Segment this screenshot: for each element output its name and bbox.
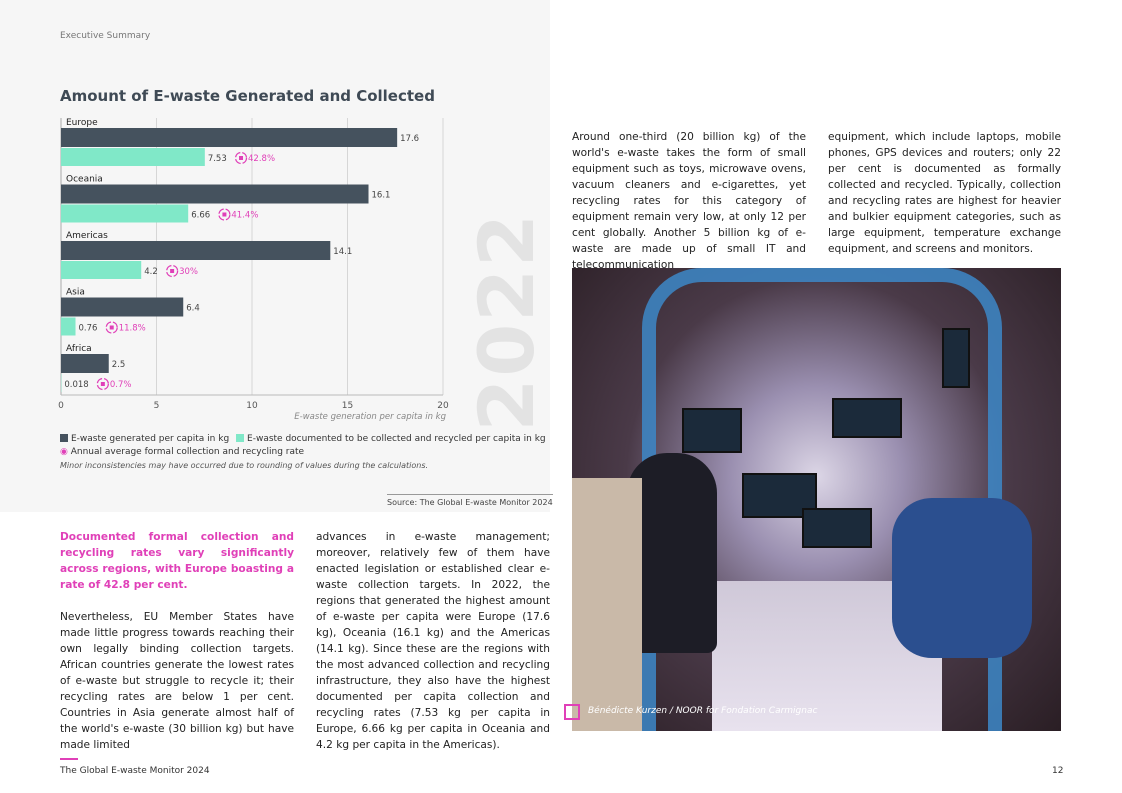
- lead-paragraph: Documented formal collection and recycli…: [60, 531, 294, 591]
- rate-label: 11.8%: [119, 324, 146, 334]
- x-tick-label: 5: [154, 401, 160, 411]
- x-tick-label: 20: [437, 401, 449, 411]
- chart-title: Amount of E-waste Generated and Collecte…: [60, 87, 435, 105]
- footer-rule: [60, 758, 78, 760]
- value-label-collected: 6.66: [191, 211, 210, 221]
- recycle-icon: [234, 151, 248, 165]
- recycle-icon-core: [239, 156, 244, 160]
- left-column: Documented formal collection and recycli…: [60, 529, 294, 769]
- x-tick-label: 0: [58, 401, 64, 411]
- chart-note: Minor inconsistencies may have occurred …: [60, 461, 429, 470]
- legend-generated: E-waste generated per capita in kg: [71, 434, 230, 444]
- category-label: Americas: [66, 231, 108, 241]
- value-label-generated: 17.6: [400, 134, 419, 144]
- right-column-1: Around one-third (20 billion kg) of the …: [572, 129, 806, 289]
- right-column-2: equipment, which include laptops, mobile…: [828, 129, 1061, 273]
- recycle-icon: [165, 264, 179, 278]
- rate-label: 0.7%: [110, 380, 132, 390]
- paragraph: equipment, which include laptops, mobile…: [828, 131, 1061, 255]
- bar-generated: [61, 128, 398, 147]
- rate-label: 42.8%: [248, 154, 275, 164]
- footer-title: The Global E-waste Monitor 2024: [60, 766, 210, 776]
- bar-generated: [61, 297, 184, 317]
- bar-generated: [61, 241, 331, 260]
- legend-rate: Annual average formal collection and rec…: [70, 447, 305, 457]
- bar-generated: [61, 354, 109, 373]
- value-label-generated: 2.5: [112, 360, 126, 370]
- bar-collected: [61, 148, 205, 166]
- category-label: Europe: [66, 118, 98, 128]
- paragraph: Nevertheless, EU Member States have made…: [60, 611, 294, 751]
- chart-source: Source: The Global E-waste Monitor 2024: [387, 494, 553, 507]
- category-label: Africa: [66, 344, 92, 354]
- value-label-generated: 6.4: [186, 304, 200, 314]
- chart-legend: E-waste generated per capita in kg E-was…: [60, 433, 546, 472]
- paragraph: Around one-third (20 billion kg) of the …: [572, 131, 806, 271]
- x-tick-label: 10: [246, 401, 258, 411]
- value-label-generated: 14.1: [333, 247, 352, 257]
- recycle-icon-core: [100, 382, 105, 386]
- value-label-collected: 0.018: [64, 380, 88, 390]
- rate-label: 30%: [179, 267, 198, 277]
- bar-generated: [61, 184, 369, 204]
- paragraph: advances in e-waste management; moreover…: [316, 531, 550, 751]
- recycle-icon: ◉: [60, 447, 71, 457]
- recycle-icon: [105, 321, 118, 334]
- credit-mark: [564, 704, 580, 720]
- x-tick-label: 15: [342, 401, 353, 411]
- bar-collected: [61, 204, 189, 223]
- page-number: 12: [1052, 766, 1064, 776]
- middle-column: advances in e-waste management; moreover…: [316, 529, 550, 769]
- legend-collected: E-waste documented to be collected and r…: [247, 434, 546, 444]
- value-label-collected: 7.53: [208, 154, 227, 164]
- bar-chart: 0 5 10 15 20E-waste generation per capita in…: [58, 118, 449, 422]
- rate-label: 41.4%: [231, 211, 258, 221]
- recycle-icon: [218, 208, 231, 221]
- running-header: Executive Summary: [60, 31, 151, 41]
- bar-collected: [61, 261, 142, 279]
- value-label-collected: 0.76: [79, 324, 98, 334]
- category-label: Asia: [66, 288, 85, 298]
- recycle-icon-core: [170, 269, 175, 273]
- value-label-collected: 4.2: [144, 267, 158, 277]
- recycle-icon-core: [109, 325, 114, 330]
- recycle-icon: [96, 377, 109, 391]
- category-label: Oceania: [66, 175, 103, 185]
- recycle-icon-core: [222, 212, 227, 217]
- x-axis-label: E-waste generation per capita in kg: [294, 412, 446, 422]
- legend-swatch-generated: [60, 434, 68, 442]
- photo-credit: Bénédicte Kurzen / NOOR for Fondation Ca…: [588, 706, 818, 716]
- value-label-generated: 16.1: [372, 191, 391, 201]
- legend-swatch-collected: [236, 434, 245, 442]
- bar-collected: [61, 317, 76, 336]
- photo-electronics-shop: [572, 268, 1061, 731]
